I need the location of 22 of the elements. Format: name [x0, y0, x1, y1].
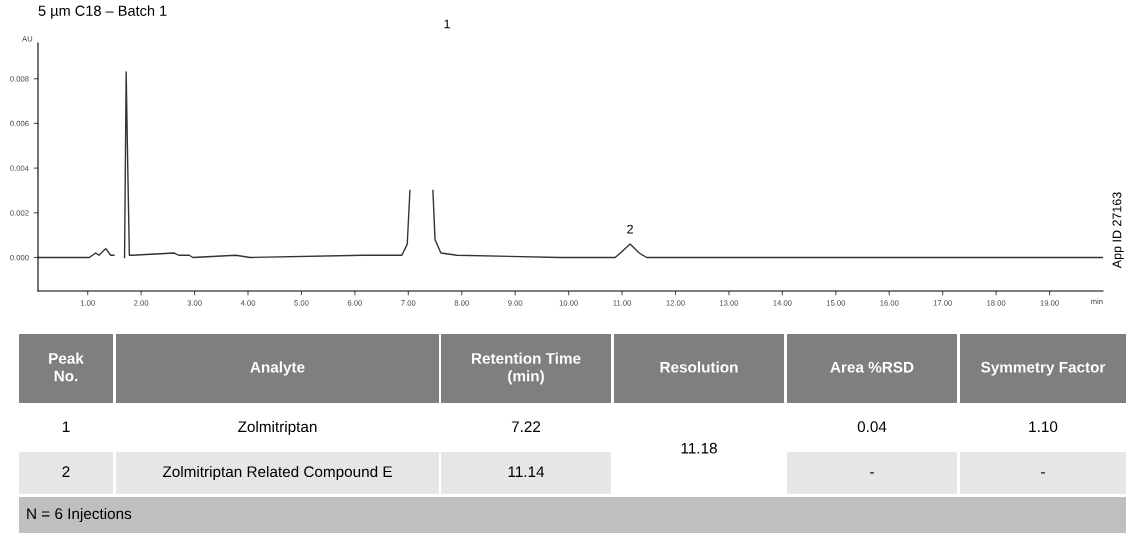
- text: 1: [444, 19, 450, 29]
- text: -: [870, 472, 874, 474]
- text: 11.18: [681, 442, 717, 454]
- text: 0.04: [857, 421, 887, 433]
- text: Zolmitriptan: [238, 420, 317, 436]
- text: Area %RSD: [830, 361, 914, 373]
- text: App ID 27163: [1112, 192, 1124, 269]
- text: -: [1041, 472, 1045, 474]
- text: 11.14: [508, 466, 545, 477]
- text: 7.22: [511, 421, 541, 432]
- text: Retention Time (min): [471, 352, 581, 385]
- text: Analyte: [250, 361, 305, 376]
- text: 1.10: [1029, 421, 1058, 433]
- text: Zolmitriptan Related Compound E: [162, 465, 392, 481]
- chart-title: 5 µm C18 – Batch 1: [38, 5, 167, 19]
- text: N = 6 Injections: [27, 507, 132, 523]
- text: Peak No.: [49, 352, 84, 382]
- text: 2: [62, 466, 70, 477]
- text: 1: [62, 421, 70, 432]
- text: Symmetry Factor: [981, 361, 1106, 376]
- annotation: 2: [627, 224, 633, 234]
- text: Resolution: [660, 361, 738, 373]
